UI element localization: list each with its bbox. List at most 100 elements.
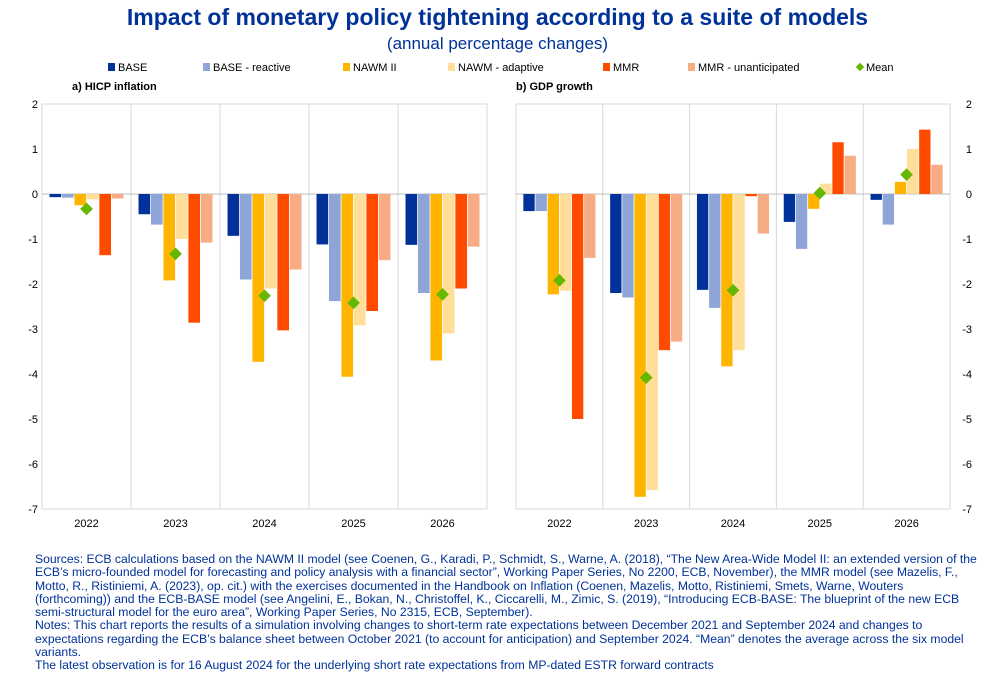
y-tick-label: 1 (32, 144, 38, 156)
bar (907, 149, 919, 194)
y-tick-label: -3 (28, 324, 38, 336)
bar (150, 194, 163, 225)
y-tick-label: -4 (28, 369, 38, 381)
y-tick-label: -5 (962, 414, 972, 426)
bar (405, 194, 418, 245)
mean-marker (347, 296, 360, 310)
bar (264, 194, 277, 289)
bar (820, 183, 832, 194)
y-tick-label: 0 (32, 189, 38, 201)
y-tick-label: -1 (962, 234, 972, 246)
plot-area-2 (515, 103, 951, 510)
mean-marker (169, 247, 182, 261)
bar (584, 194, 596, 258)
bar (547, 194, 559, 295)
bar (559, 194, 572, 291)
y-tick-label: -4 (962, 369, 972, 381)
x-tick-label: 2026 (430, 518, 454, 530)
bar (252, 194, 265, 362)
bar (721, 194, 733, 367)
y-tick-label: 2 (32, 99, 38, 111)
legend-marker-mean (855, 62, 865, 72)
y-tick-label: -7 (28, 504, 38, 516)
bar (646, 194, 658, 491)
bar (467, 194, 480, 247)
bar (86, 194, 99, 200)
legend-swatch-3 (343, 63, 350, 71)
legend-swatch-2 (203, 63, 210, 71)
bar (49, 194, 62, 198)
mean-marker (436, 287, 449, 301)
bar (882, 194, 895, 225)
bar (442, 194, 455, 334)
bar (571, 194, 584, 419)
x-tick-label: 2022 (74, 518, 98, 530)
y-tick-label: -5 (28, 414, 38, 426)
bar (709, 194, 721, 308)
bar (844, 155, 856, 194)
bar (658, 194, 671, 351)
latest-observation-note: The latest observation is for 16 August … (35, 658, 714, 673)
bar (696, 194, 709, 290)
bar (289, 194, 302, 270)
bar (523, 194, 535, 212)
legend-label-3: NAWM II (353, 62, 397, 74)
x-tick-label: 2025 (808, 518, 832, 530)
bar (111, 194, 124, 199)
legend: BASE BASE - reactive NAWM II NAWM - adaptiv… (108, 62, 894, 74)
mean-marker (258, 289, 271, 303)
bar (745, 194, 757, 197)
x-tick-label: 2025 (341, 518, 365, 530)
panel-1: a) HICP inflation -7 -6 -5 -4 -3 -2 -1 0 1 2 2022 20… (28, 81, 488, 530)
bar (277, 194, 290, 331)
y-tick-label: -7 (962, 504, 972, 516)
bar (870, 194, 882, 200)
bar (610, 194, 622, 293)
panel-title-1: a) HICP inflation (72, 81, 157, 93)
legend-swatch-5 (603, 63, 610, 71)
mean-marker (80, 202, 93, 216)
legend-label-6: MMR - unanticipated (698, 62, 800, 74)
x-tick-label: 2023 (634, 518, 658, 530)
bar (670, 194, 683, 342)
bar (316, 194, 329, 245)
sources-note: Sources: ECB calculations based on the N… (35, 552, 977, 620)
legend-swatch-6 (688, 63, 695, 71)
x-tick-label: 2023 (163, 518, 187, 530)
bar (138, 194, 151, 215)
bar (757, 194, 770, 234)
bar (430, 194, 443, 361)
bar (239, 194, 252, 280)
x-tick-label: 2024 (252, 518, 276, 530)
legend-swatch-4 (448, 63, 455, 71)
bar (622, 194, 634, 298)
bar (74, 194, 87, 206)
bar (783, 194, 796, 222)
y-tick-label: 1 (966, 144, 972, 156)
x-tick-label: 2022 (547, 518, 571, 530)
notes-section: Sources: ECB calculations based on the N… (35, 552, 980, 673)
bar (188, 194, 201, 323)
bar (328, 194, 341, 302)
bar (931, 164, 943, 194)
y-tick-label: -6 (28, 459, 38, 471)
chart-title: Impact of monetary policy tightening acc… (126, 4, 869, 30)
y-tick-label: -3 (962, 324, 972, 336)
bar (733, 194, 745, 351)
bar (795, 194, 808, 249)
y-tick-label: 2 (966, 99, 972, 111)
bar (99, 194, 112, 256)
y-tick-label: 0 (966, 189, 972, 201)
x-tick-label: 2026 (894, 518, 918, 530)
bar (535, 194, 547, 212)
bar (919, 129, 931, 194)
chart-canvas: BASE BASE - reactive NAWM II NAWM - adaptiv… (28, 62, 972, 530)
bar (353, 194, 366, 326)
bar (200, 194, 213, 243)
y-tick-label: -6 (962, 459, 972, 471)
chart-subtitle: (annual percentage changes) (386, 34, 609, 53)
panel-2: b) GDP growth -7 -6 -5 -4 -3 -2 -1 0 1 2 2022 2023 20… (515, 81, 972, 530)
legend-label-5: MMR (613, 62, 639, 74)
bar (634, 194, 646, 497)
bar (227, 194, 240, 236)
